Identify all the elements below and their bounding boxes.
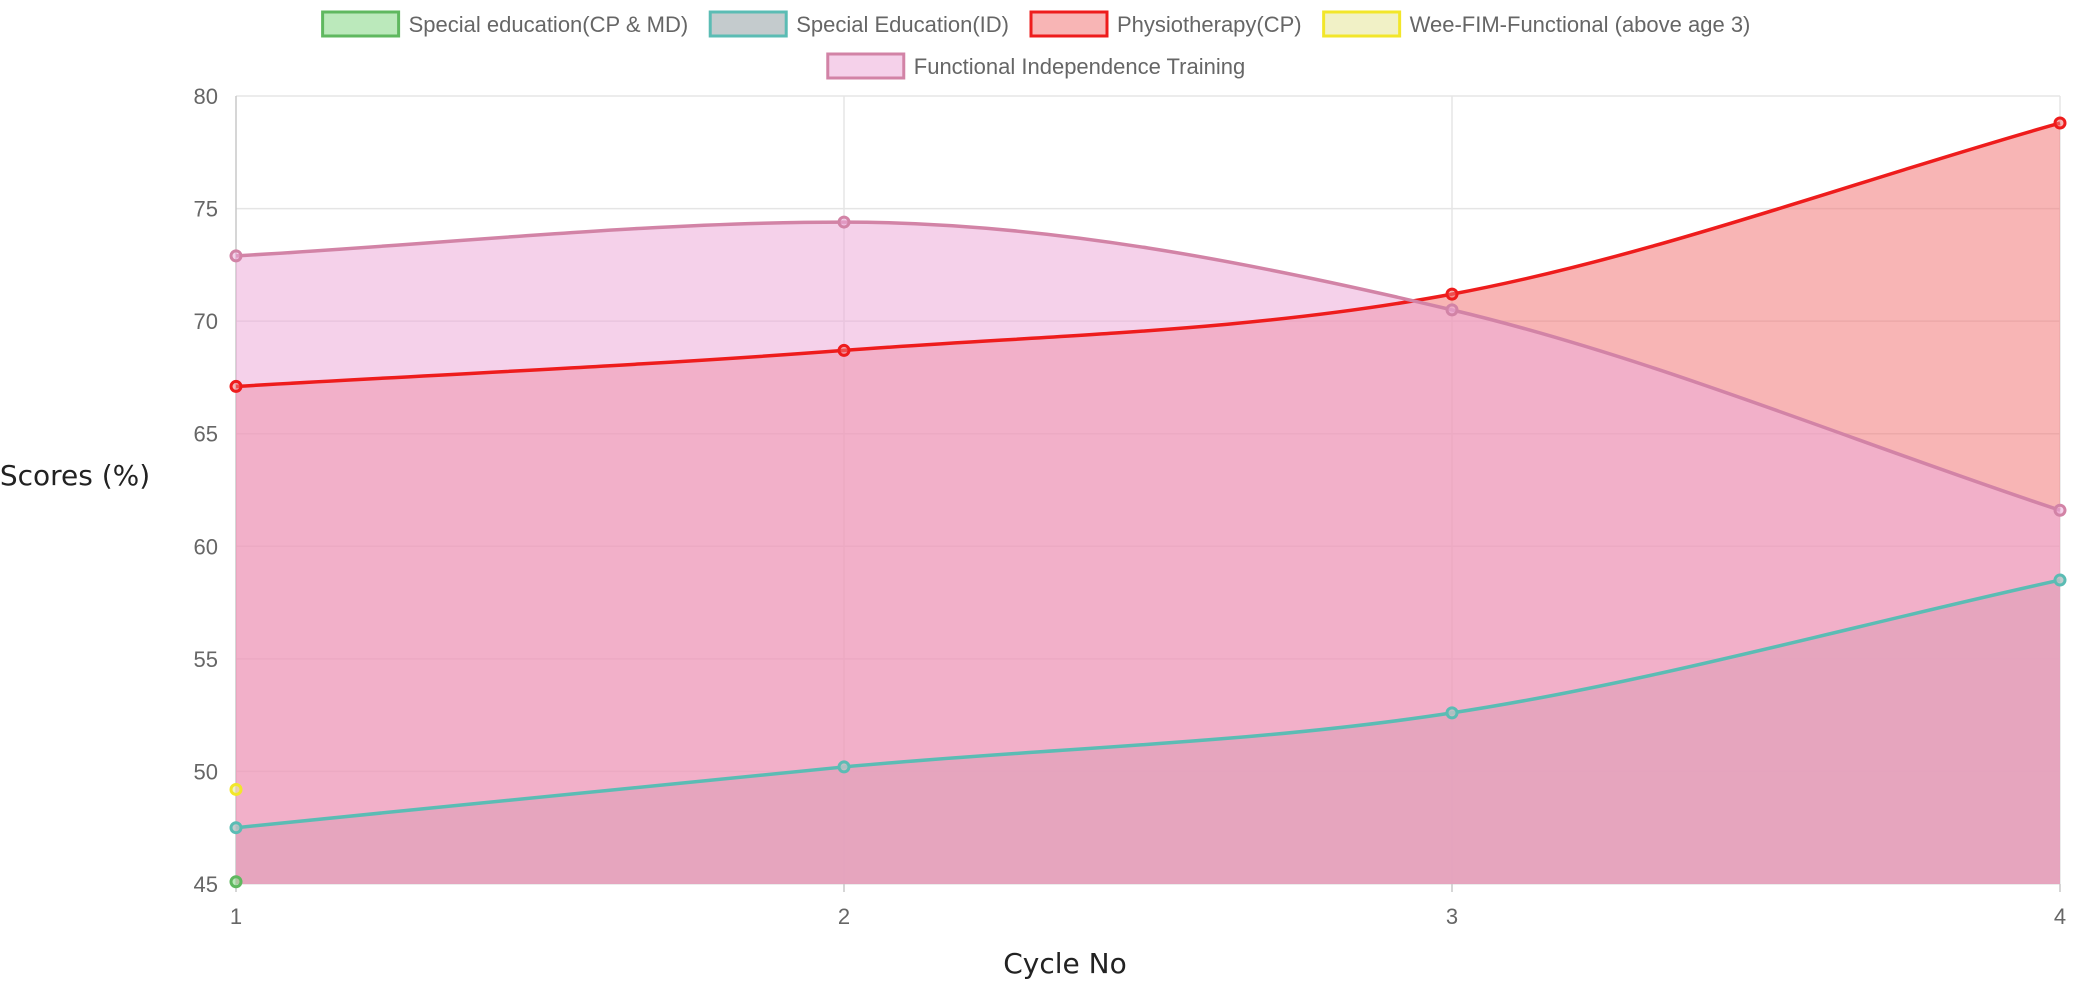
area-functional-independence-training xyxy=(236,222,2060,884)
y-tick-label: 65 xyxy=(194,422,218,447)
point-functional-independence-training[interactable] xyxy=(2053,503,2067,517)
series-areas xyxy=(236,123,2060,884)
x-axis-title: Cycle No xyxy=(1003,947,1127,980)
point-functional-independence-training[interactable] xyxy=(229,249,243,263)
point-functional-independence-training[interactable] xyxy=(1445,303,1459,317)
legend-item[interactable]: Special education(CP & MD) xyxy=(321,10,689,38)
y-tick-label: 70 xyxy=(194,309,218,334)
legend-item[interactable]: Functional Independence Training xyxy=(826,52,1245,80)
x-tick-label: 2 xyxy=(838,904,850,929)
y-tick-label: 45 xyxy=(194,872,218,897)
legend-item[interactable]: Wee-FIM-Functional (above age 3) xyxy=(1322,10,1751,38)
point-special-education-id[interactable] xyxy=(837,760,851,774)
legend-item[interactable]: Special Education(ID) xyxy=(708,10,1009,38)
point-special-education-id[interactable] xyxy=(229,821,243,835)
line-functional-independence-training xyxy=(235,220,2061,512)
y-axis-title: Scores (%) xyxy=(0,459,150,492)
point-functional-independence-training[interactable] xyxy=(837,215,851,229)
axis-ticks: 45 50 55 60 65 70 75 80 1 2 3 4 xyxy=(194,84,2067,929)
legend: Special education(CP & MD) Special Educat… xyxy=(321,10,1751,80)
legend-swatch xyxy=(826,52,906,80)
legend-swatch xyxy=(1322,10,1402,38)
legend-label: Physiotherapy(CP) xyxy=(1117,12,1302,37)
point-physiotherapy-cp[interactable] xyxy=(229,379,243,393)
legend-label: Wee-FIM-Functional (above age 3) xyxy=(1410,12,1751,37)
legend-label: Special education(CP & MD) xyxy=(409,12,689,37)
point-wee-fim-functional-above-age-3[interactable] xyxy=(229,782,243,796)
line-physiotherapy-cp xyxy=(235,121,2061,389)
x-tick-label: 4 xyxy=(2054,904,2066,929)
y-tick-label: 60 xyxy=(194,534,218,559)
y-tick-label: 50 xyxy=(194,759,218,784)
y-tick-label: 80 xyxy=(194,84,218,109)
point-physiotherapy-cp[interactable] xyxy=(1445,287,1459,301)
legend-label: Functional Independence Training xyxy=(914,54,1245,79)
x-tick-label: 3 xyxy=(1446,904,1458,929)
series-lines xyxy=(235,121,2061,830)
legend-swatch xyxy=(708,10,788,38)
legend-swatch xyxy=(1029,10,1109,38)
x-tick-label: 1 xyxy=(230,904,242,929)
point-special-education-id[interactable] xyxy=(2053,573,2067,587)
legend-swatch xyxy=(321,10,401,38)
legend-item[interactable]: Physiotherapy(CP) xyxy=(1029,10,1302,38)
point-special-education-id[interactable] xyxy=(1445,706,1459,720)
y-tick-label: 75 xyxy=(194,197,218,222)
y-tick-label: 55 xyxy=(194,647,218,672)
legend-label: Special Education(ID) xyxy=(796,12,1009,37)
series-points xyxy=(229,116,2067,889)
line-special-education-id xyxy=(235,578,2061,830)
point-special-education-cp-md[interactable] xyxy=(229,875,243,889)
point-physiotherapy-cp[interactable] xyxy=(837,343,851,357)
point-physiotherapy-cp[interactable] xyxy=(2053,116,2067,130)
